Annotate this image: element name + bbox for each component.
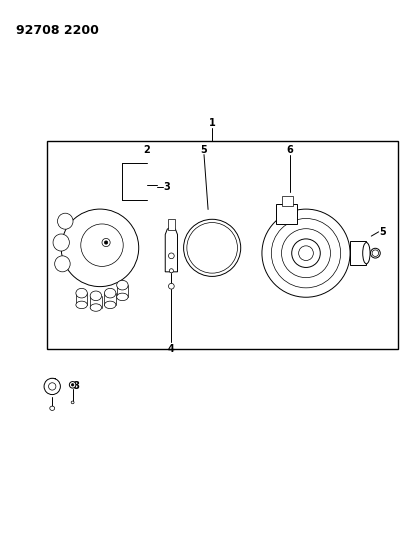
Ellipse shape: [76, 288, 87, 298]
Circle shape: [299, 246, 313, 261]
Text: 5: 5: [379, 227, 386, 237]
Circle shape: [102, 238, 110, 247]
Ellipse shape: [90, 304, 102, 311]
Circle shape: [169, 284, 174, 289]
Circle shape: [372, 250, 379, 256]
Ellipse shape: [90, 291, 102, 301]
Ellipse shape: [50, 406, 55, 410]
Text: 6: 6: [286, 144, 293, 155]
Circle shape: [169, 269, 173, 273]
Circle shape: [187, 223, 237, 273]
Ellipse shape: [104, 301, 116, 309]
Circle shape: [44, 378, 60, 394]
Ellipse shape: [104, 288, 116, 298]
Ellipse shape: [71, 401, 74, 404]
Polygon shape: [168, 219, 175, 230]
Circle shape: [169, 253, 174, 259]
Bar: [276, 204, 297, 224]
Bar: [350, 241, 366, 265]
Circle shape: [49, 383, 56, 390]
Text: 1: 1: [209, 118, 215, 128]
Circle shape: [61, 209, 139, 287]
Text: 8: 8: [72, 381, 79, 391]
Text: 92708 2200: 92708 2200: [16, 24, 99, 37]
Circle shape: [81, 224, 123, 266]
Polygon shape: [165, 227, 177, 272]
Circle shape: [370, 248, 380, 258]
Ellipse shape: [58, 213, 73, 229]
Circle shape: [271, 219, 341, 288]
Text: 3: 3: [163, 182, 170, 191]
Bar: [282, 196, 293, 206]
Ellipse shape: [55, 256, 70, 272]
Text: 5: 5: [201, 144, 207, 155]
Circle shape: [71, 384, 74, 386]
Ellipse shape: [117, 280, 128, 290]
Circle shape: [184, 219, 241, 277]
Circle shape: [69, 382, 76, 388]
Ellipse shape: [76, 301, 87, 309]
Text: 2: 2: [144, 144, 150, 155]
Circle shape: [282, 229, 330, 278]
Circle shape: [262, 209, 350, 297]
Circle shape: [104, 241, 108, 244]
Circle shape: [292, 239, 320, 268]
Ellipse shape: [117, 293, 128, 301]
Ellipse shape: [363, 243, 370, 264]
Ellipse shape: [53, 234, 69, 251]
Text: 4: 4: [168, 344, 175, 354]
Bar: [47, 141, 398, 349]
Text: 7: 7: [50, 378, 56, 389]
